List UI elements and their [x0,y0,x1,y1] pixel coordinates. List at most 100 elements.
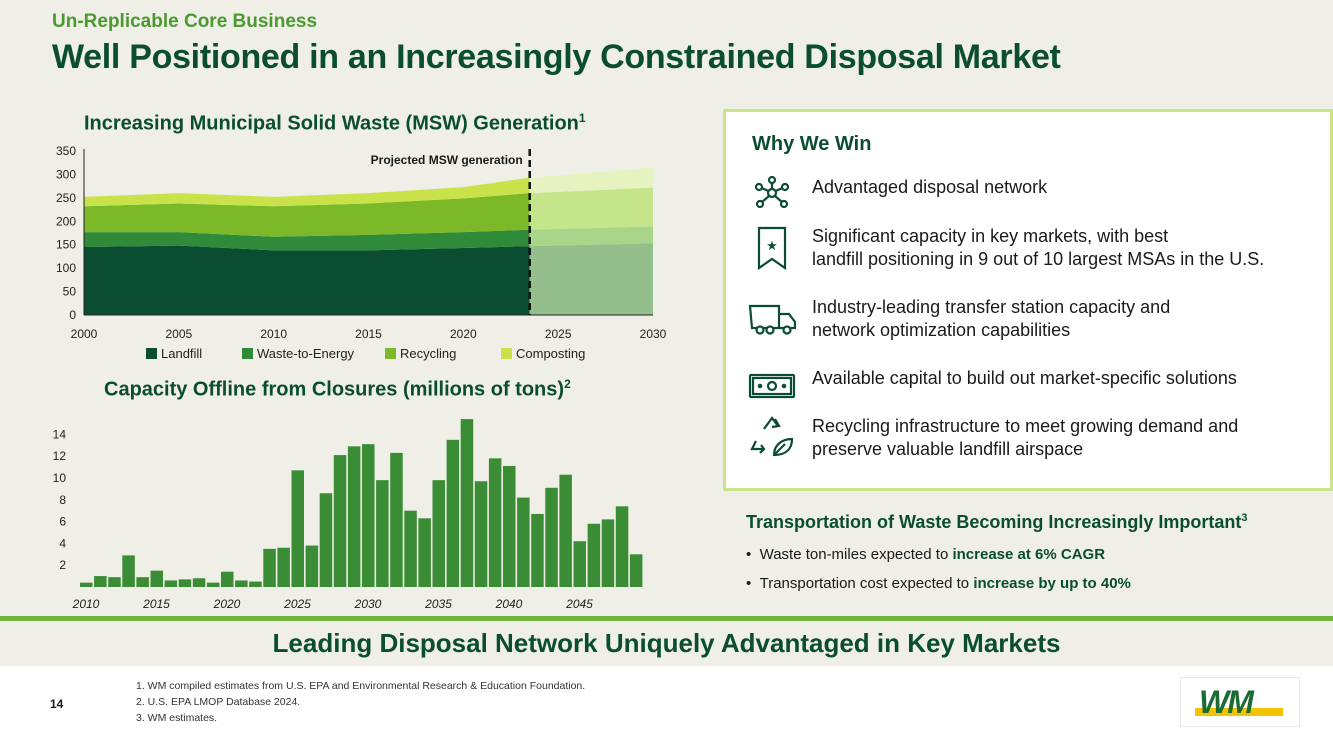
y-tick-label: 2 [59,558,66,572]
x-tick-label: 2035 [424,597,452,611]
win-item-line: preserve valuable landfill airspace [812,439,1084,459]
bar-2018 [192,578,206,587]
y-tick-label: 250 [56,191,76,205]
win-item-line: Industry-leading transfer station capaci… [812,297,1171,317]
x-tick-label: 2040 [495,597,523,611]
bar-2044 [559,474,572,587]
bar-2042 [531,513,544,587]
legend-swatch [146,348,157,359]
bar-2029 [347,446,361,587]
win-item-line: landfill positioning in 9 out of 10 larg… [812,249,1265,269]
x-tick-label: 2010 [260,327,287,341]
area-series-recycling [84,193,530,237]
bar-2011 [94,576,107,587]
bar-2017 [178,579,192,587]
bar-2012 [108,577,121,587]
win-item-recycling: Recycling infrastructure to meet growing… [748,415,1318,467]
x-tick-label: 2015 [142,597,170,611]
bar-2022 [249,581,262,587]
footnote: 2. U.S. EPA LMOP Database 2024. [136,696,301,708]
bar-2039 [488,458,502,587]
x-tick-label: 2015 [355,327,382,341]
cash-icon [748,373,796,399]
bar-2014 [136,577,149,587]
bar-2020 [221,571,234,587]
bar-2047 [601,519,615,587]
y-tick-label: 350 [56,144,76,158]
bar-2013 [122,555,135,587]
y-tick-label: 6 [59,515,66,529]
area-projected-waste-to-energy [529,226,653,247]
y-tick-label: 8 [59,493,66,507]
win-item-line: Recycling infrastructure to meet growing… [812,416,1239,436]
bar-2040 [503,465,516,587]
bar-2043 [545,487,558,587]
closures-chart-title: Capacity Offline from Closures (millions… [104,377,571,401]
x-tick-label: 2000 [71,327,98,341]
win-item-line: Advantaged disposal network [812,177,1048,197]
legend-label: Landfill [161,346,202,361]
bar-2024 [277,547,290,587]
logo-bar [1195,708,1283,716]
network-icon [754,176,790,209]
win-item-transfer: Industry-leading transfer station capaci… [748,296,1318,348]
bar-2028 [333,455,347,587]
area-projected-recycling [529,187,653,230]
y-tick-label: 10 [53,471,67,485]
logo-text: WM [1199,684,1254,720]
y-tick-label: 150 [56,238,76,252]
footnote: 3. WM estimates. [136,712,218,724]
y-tick-label: 100 [56,261,76,275]
y-tick-label: 300 [56,167,76,181]
closures-bar-chart: 2 4 6 8 10 12 14 2010 2015 2020 2025 2030 2035 2040 20… [53,419,643,611]
bar-2036 [446,439,460,587]
win-item-line: Available capital to build out market-sp… [812,368,1237,388]
x-tick-label: 2030 [640,327,667,341]
msw-chart-title: Increasing Municipal Solid Waste (MSW) G… [84,111,586,135]
bar-2034 [418,518,431,587]
why-we-win-panel [726,112,1330,488]
transport-bullet: • Transportation cost expected to increa… [746,575,1131,592]
y-tick-label: 50 [63,285,77,299]
footnote: 1. WM compiled estimates from U.S. EPA a… [136,680,586,692]
win-item-network: Advantaged disposal network [748,176,1318,228]
msw-area-chart: Projected MSW generation 0 50 100 150 200 250 3… [56,144,667,361]
bar-2045 [573,541,586,587]
area-series-composting [84,177,530,207]
bar-2021 [235,580,248,587]
bar-2030 [362,444,375,587]
bar-2038 [474,481,488,587]
win-item-capacity: ★ Significant capacity in key markets, w… [748,225,1318,277]
legend-label: Composting [516,346,585,361]
x-tick-label: 2030 [354,597,382,611]
footer [0,666,1333,749]
section-kicker: Un-Replicable Core Business [52,11,318,32]
page-number: 14 [50,697,64,711]
area-series-waste-to-energy [84,229,530,251]
legend-swatch [385,348,396,359]
bar-2041 [517,497,530,587]
bar-2025 [291,470,304,587]
y-tick-label: 0 [69,308,76,322]
bar-2023 [263,548,276,587]
x-tick-label: 2005 [165,327,192,341]
bar-2049 [629,554,643,587]
x-tick-label: 2025 [545,327,572,341]
legend-label: Recycling [400,346,456,361]
bar-2031 [376,480,389,587]
legend-label: Waste-to-Energy [257,346,355,361]
banner-text: Leading Disposal Network Uniquely Advant… [272,628,1061,658]
page-title: Well Positioned in an Increasingly Const… [52,38,1061,76]
bookmark-star-icon: ★ [757,226,787,271]
x-tick-label: 2025 [283,597,311,611]
area-projected-composting [529,167,653,194]
win-item-line: Significant capacity in key markets, wit… [812,226,1169,246]
truck-icon [748,304,796,335]
bar-2033 [404,510,417,587]
bar-2015 [150,570,163,587]
bar-2016 [164,580,178,587]
win-item-line: network optimization capabilities [812,320,1071,340]
area-series-landfill [84,245,530,315]
bar-2046 [587,523,601,587]
bar-2026 [305,545,319,587]
